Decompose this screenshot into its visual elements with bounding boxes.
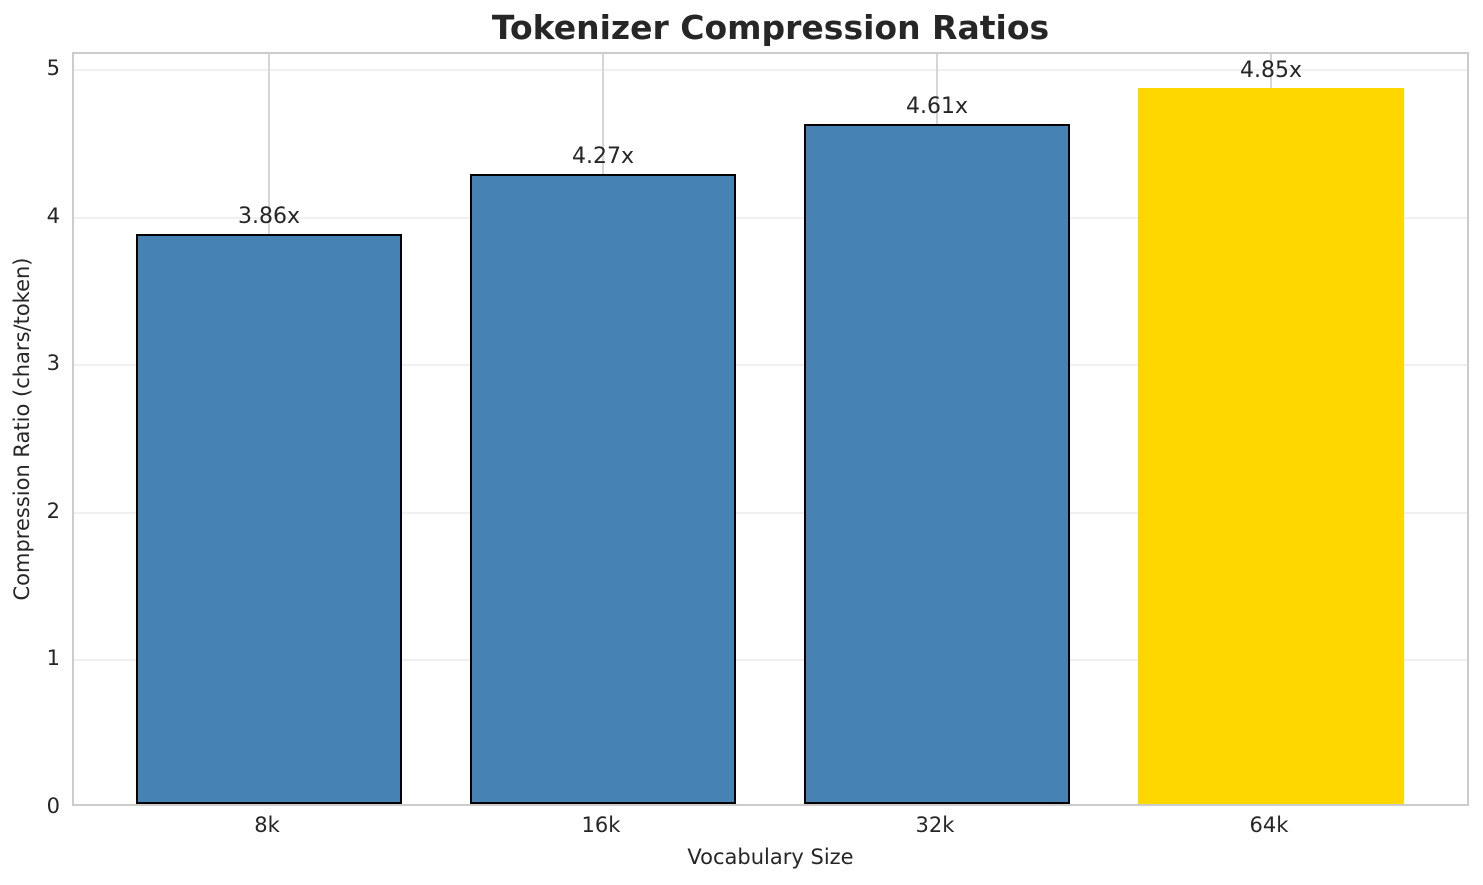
y-tick-label: 5 — [46, 56, 60, 80]
y-gridline — [74, 69, 1467, 71]
y-gridline — [74, 511, 1467, 514]
bar-32k — [804, 124, 1070, 804]
bar-value-label: 4.85x — [1239, 58, 1302, 83]
y-gridline — [74, 364, 1467, 367]
x-tick-label-8k: 8k — [254, 813, 280, 837]
x-tick-label-64k: 64k — [1249, 813, 1289, 837]
y-tick-label: 2 — [46, 498, 60, 523]
y-gridline — [74, 216, 1467, 219]
y-tick-label: 4 — [46, 203, 60, 228]
x-axis-label: Vocabulary Size — [687, 845, 854, 869]
bar-16k — [470, 174, 736, 804]
bar-value-label: 4.61x — [905, 94, 968, 119]
y-gridline — [74, 659, 1467, 662]
x-tick-label-16k: 16k — [581, 813, 621, 837]
chart-title: Tokenizer Compression Ratios — [491, 8, 1050, 47]
bar-value-label: 3.86x — [237, 204, 300, 229]
bar-8k — [136, 234, 402, 804]
bar-value-label: 4.27x — [571, 144, 634, 169]
x-tick-label-32k: 32k — [915, 813, 955, 837]
y-tick-label: 3 — [46, 351, 60, 376]
y-tick-label: 1 — [46, 646, 60, 671]
bar-64k — [1138, 88, 1404, 804]
y-tick-label: 0 — [46, 794, 60, 818]
plot-area: 3.86x 4.27x 4.61x 4.85x — [72, 52, 1469, 806]
y-axis-label: Compression Ratio (chars/token) — [10, 257, 34, 601]
